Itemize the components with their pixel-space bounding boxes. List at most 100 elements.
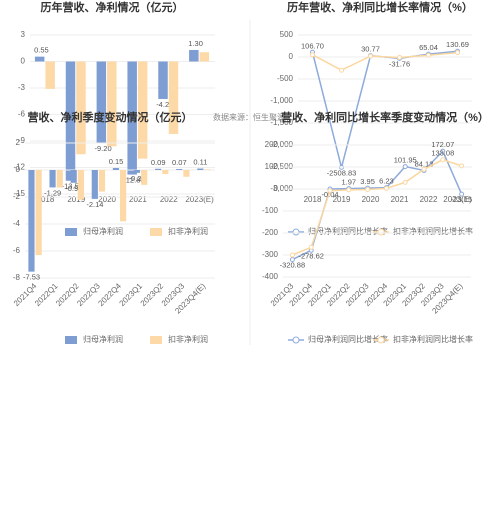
value-label: 130.69 — [446, 40, 469, 49]
value-label: 1.30 — [188, 39, 203, 48]
bar — [168, 61, 179, 134]
value-label: -7.53 — [23, 273, 40, 282]
legend-swatch — [65, 336, 77, 344]
y-tick-label: 0 — [274, 184, 279, 193]
x-tick-label: 2023(E) — [443, 195, 472, 204]
value-label: -13.50 — [62, 182, 83, 191]
x-tick-label: 2020 — [98, 195, 116, 204]
value-label: 133.08 — [431, 149, 454, 158]
value-label: -2.14 — [86, 200, 103, 209]
point — [440, 148, 446, 154]
line — [292, 158, 462, 256]
bar — [34, 56, 45, 62]
point — [459, 191, 465, 197]
y-tick-label: -1,000 — [270, 96, 293, 105]
x-tick-label: 2019 — [67, 195, 85, 204]
point — [346, 187, 352, 193]
bar — [56, 170, 63, 188]
value-label: -12.80 — [123, 176, 144, 185]
y-tick-label: -1,500 — [270, 118, 293, 127]
point — [289, 252, 295, 258]
value-label: 106.70 — [301, 41, 324, 50]
y-tick-label: -4 — [13, 219, 21, 228]
value-label: -23.15 — [451, 195, 472, 204]
x-tick-label: 2021 — [391, 195, 409, 204]
legend-label: 扣非净利润同比增长率 — [393, 226, 473, 236]
point — [402, 179, 408, 185]
legend-swatch — [377, 336, 385, 344]
point — [308, 244, 314, 250]
legend-swatch — [150, 336, 162, 344]
point — [365, 186, 371, 192]
x-tick-label: 2022 — [420, 195, 438, 204]
y-tick-label: -100 — [262, 206, 279, 215]
y-tick-label: 0 — [21, 57, 26, 66]
bar — [45, 61, 55, 89]
value-label: 84.13 — [415, 159, 434, 168]
legend-label: 归母净利润同比增长率 — [308, 226, 388, 236]
point — [402, 164, 408, 170]
value-label: 6.23 — [379, 177, 394, 186]
bar — [49, 170, 56, 188]
point — [327, 188, 333, 194]
legend-label: 归母净利润 — [83, 226, 123, 236]
value-label: 0.09 — [151, 158, 166, 167]
bar — [155, 168, 162, 170]
value-label: 0.11 — [193, 157, 207, 166]
point — [421, 166, 427, 172]
y-tick-label: 0 — [16, 165, 21, 174]
y-tick-label: 2 — [16, 138, 21, 147]
value-label: 0.07 — [172, 158, 187, 167]
legend-label: 归母净利润 — [83, 334, 123, 344]
point — [459, 163, 465, 169]
value-label: 172.07 — [431, 140, 454, 149]
x-tick-label: 2021 — [129, 195, 147, 204]
bar — [98, 170, 106, 192]
bar — [189, 50, 199, 62]
point — [289, 257, 295, 263]
point — [339, 67, 344, 73]
legend-label: 扣非净利润 — [168, 334, 208, 344]
bar — [35, 170, 42, 256]
value-label: 0.15 — [109, 157, 124, 166]
y-tick-label: -200 — [262, 228, 279, 237]
y-tick-label: -8 — [13, 273, 21, 282]
legend-label: 扣非净利润同比增长率 — [393, 334, 473, 344]
value-label: -0.21 — [129, 174, 146, 183]
y-tick-label: -300 — [262, 250, 279, 259]
bar — [107, 61, 117, 147]
value-label: -0.04 — [321, 190, 338, 199]
legend-swatch — [292, 228, 300, 236]
legend-label: 归母净利润同比增长率 — [308, 334, 388, 344]
y-tick-label: -12 — [13, 163, 25, 172]
bar — [77, 170, 84, 200]
x-tick-label: 2018 — [37, 195, 55, 204]
value-label: 3.95 — [360, 177, 375, 186]
y-tick-label: 500 — [280, 30, 294, 39]
chart-title: 营收、净利季度变动情况（亿元） — [28, 110, 193, 124]
y-tick-label: -400 — [262, 272, 279, 281]
y-tick-label: -6 — [18, 110, 26, 119]
bar — [204, 169, 211, 170]
value-label: -2508.83 — [327, 168, 357, 177]
bar — [70, 170, 77, 183]
y-tick-label: 0 — [289, 52, 294, 61]
x-tick-label: 2022 — [160, 195, 178, 204]
bar — [137, 61, 148, 159]
line — [312, 51, 458, 72]
bar — [158, 61, 168, 99]
point — [397, 54, 402, 60]
bar — [162, 170, 169, 175]
point — [383, 185, 389, 191]
legend-swatch — [65, 228, 77, 236]
point — [310, 52, 315, 58]
bar — [133, 170, 141, 173]
y-tick-label: 100 — [265, 162, 279, 171]
y-tick-label: 200 — [265, 140, 279, 149]
y-tick-label: -6 — [13, 246, 21, 255]
bar — [197, 168, 204, 170]
bar — [141, 170, 148, 185]
x-tick-label: 2018 — [304, 195, 322, 204]
point — [426, 52, 431, 58]
y-tick-label: -3 — [18, 83, 26, 92]
